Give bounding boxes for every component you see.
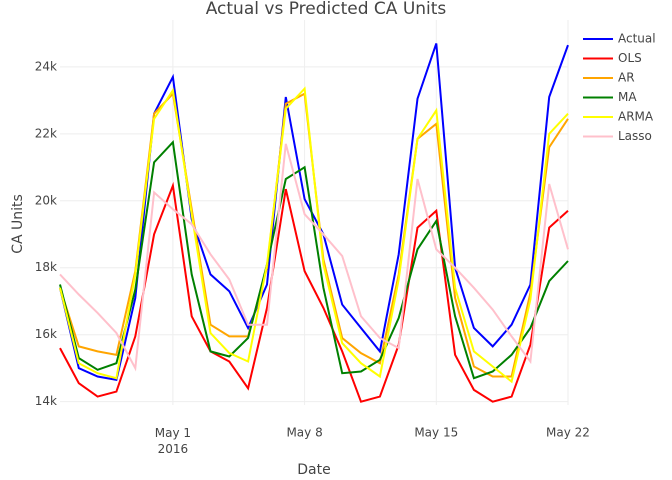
- x-tick-label: May 15: [414, 426, 458, 440]
- series-line: [59, 139, 569, 380]
- x-tick-label: May 8: [286, 426, 322, 440]
- y-tick-label: 20k: [35, 193, 57, 207]
- legend-label: ARMA: [618, 110, 654, 124]
- series-line: [59, 43, 569, 382]
- legend-label: MA: [618, 90, 637, 104]
- legend-label: Actual: [618, 32, 656, 46]
- x-tick-label: May 1 2016: [155, 426, 191, 456]
- legend-label: Lasso: [618, 129, 652, 143]
- y-axis-label: CA Units: [10, 194, 26, 254]
- legend-label: OLS: [618, 51, 642, 65]
- x-tick-label: May 22: [546, 426, 590, 440]
- y-tick-label: 22k: [35, 126, 57, 140]
- series-line: [59, 143, 569, 372]
- y-tick-label: 18k: [35, 260, 57, 274]
- legend-label: AR: [618, 71, 635, 85]
- chart-title: Actual vs Predicted CA Units: [206, 0, 447, 19]
- y-tick-label: 24k: [35, 59, 57, 73]
- x-axis-label: Date: [297, 462, 330, 478]
- series-line: [59, 86, 569, 384]
- y-tick-label: 14k: [35, 394, 57, 408]
- y-tick-label: 16k: [35, 327, 57, 341]
